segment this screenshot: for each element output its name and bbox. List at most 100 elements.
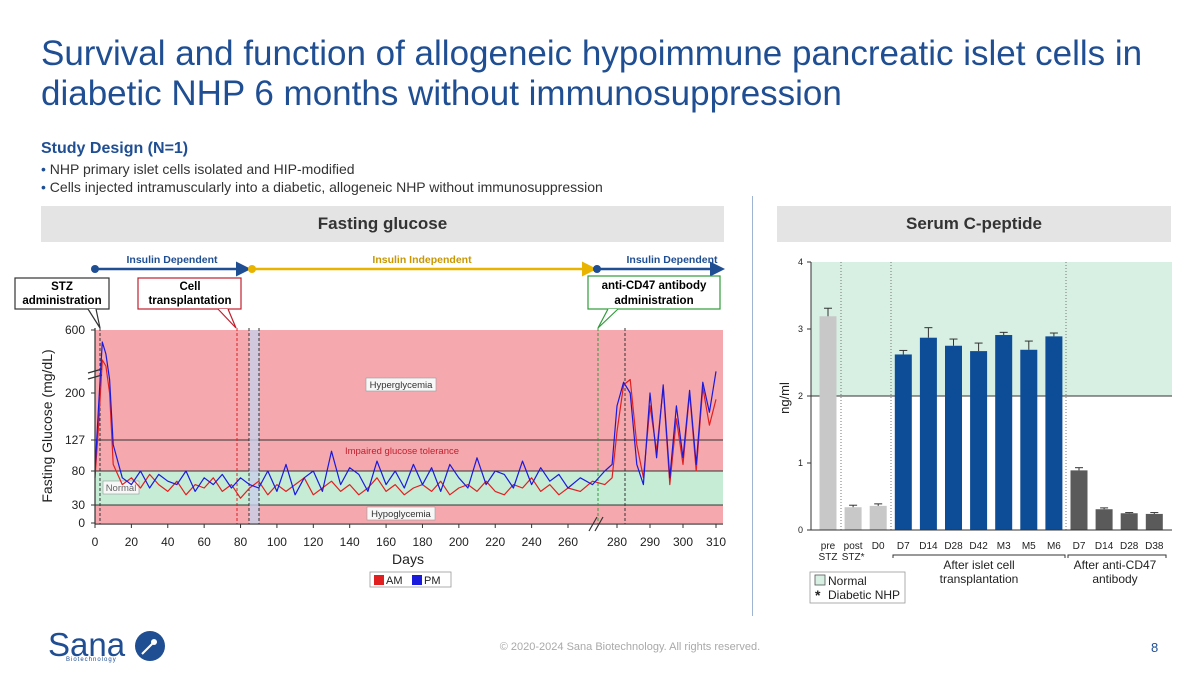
phase-start-dot [248, 265, 256, 273]
normal-range-band [811, 262, 1172, 396]
x-tick-label: 300 [673, 535, 693, 549]
x-tick-label: 260 [558, 535, 578, 549]
cell-callout-pointer [217, 308, 237, 329]
study-design-bullet: NHP primary islet cells isolated and HIP… [41, 160, 603, 178]
c-y-tick-label: 1 [798, 458, 803, 468]
c-peptide-x-label: D14 [1095, 541, 1114, 552]
c-y-tick-label: 4 [798, 257, 803, 267]
c-y-tick-label: 2 [798, 391, 803, 401]
glucose-series-line-am [94, 359, 717, 499]
c-peptide-ticks: 0 1 2 3 4 [798, 257, 811, 535]
glucose-ticks: 0 20 40 60 80 100 120 140 160 180 200 220 240 260 280 2… [65, 323, 726, 549]
c-peptide-x-label: STZ [819, 552, 838, 563]
sana-logo-subtext: Biotechnology [66, 657, 117, 663]
cd47-callout: anti-CD47 antibody administration [587, 275, 721, 329]
x-tick-label: 0 [92, 535, 99, 549]
cd47-group-label-2: antibody [1092, 572, 1137, 586]
fasting-glucose-heading: Fasting glucose [41, 206, 724, 242]
c-y-tick-label: 3 [798, 324, 803, 334]
y-tick-label: 127 [65, 433, 85, 447]
c-peptide-x-label: post [844, 541, 863, 552]
c-peptide-x-label: D38 [1145, 541, 1164, 552]
study-design-bullet: Cells injected intramuscularly into a di… [41, 178, 603, 196]
c-legend-box [809, 571, 906, 604]
study-design-heading: Study Design (N=1) [41, 140, 189, 157]
glucose-x-label: Days [392, 551, 424, 567]
impaired-zone [95, 440, 723, 471]
glycemia-zones: Hyperglycemia Impaired glucose tolerance… [95, 330, 723, 523]
c-peptide-bar [1145, 513, 1163, 530]
c-y-tick-label: 0 [798, 525, 803, 535]
x-axis-break [588, 516, 604, 532]
x-tick-label: 60 [197, 535, 211, 549]
sana-logo-text: Sana [48, 626, 126, 663]
c-peptide-bar [869, 505, 887, 530]
islet-group-label-1: After islet cell [943, 558, 1014, 572]
c-peptide-x-label: M3 [997, 541, 1011, 552]
c-peptide-x-label: D14 [919, 541, 938, 552]
c-peptide-x-label: D0 [872, 541, 885, 552]
x-tick-label: 240 [522, 535, 542, 549]
c-legend-normal-label: Normal [828, 574, 867, 588]
c-peptide-bar [970, 351, 988, 530]
c-peptide-x-label: D28 [944, 541, 963, 552]
stz-callout-box [14, 277, 110, 310]
c-peptide-bar [894, 354, 912, 530]
y-tick-label: 30 [72, 498, 86, 512]
c-peptide-x-label: D7 [897, 541, 910, 552]
cell-callout-box [137, 277, 242, 310]
glucose-legend: AM PM [369, 571, 452, 588]
x-tick-label: 140 [340, 535, 360, 549]
x-tick-label: 40 [161, 535, 175, 549]
legend-am-label: AM [386, 575, 403, 587]
c-peptide-x-label: STZ* [842, 552, 865, 563]
c-peptide-x-label: M6 [1047, 541, 1061, 552]
copyright-footer: © 2020-2024 Sana Biotechnology. All righ… [499, 641, 761, 653]
legend-pm-swatch [412, 575, 422, 585]
c-peptide-bar [995, 335, 1013, 530]
c-peptide-bar [919, 337, 937, 530]
c-legend-diabetic-label: Diabetic NHP [828, 588, 900, 602]
x-tick-label: 290 [640, 535, 660, 549]
cd47-callout-pointer [597, 308, 619, 329]
cd47-callout-box [587, 275, 721, 310]
event-markers [99, 328, 626, 524]
phase-start-dot [593, 265, 601, 273]
c-peptide-x-label: D28 [1120, 541, 1139, 552]
x-tick-label: 160 [376, 535, 396, 549]
c-peptide-x-label: D7 [1073, 541, 1086, 552]
y-tick-label: 0 [78, 516, 85, 530]
hypoglycemia-label: Hypoglycemia [371, 509, 431, 520]
cd47-callout-line2: administration [614, 295, 693, 307]
c-peptide-bar [1070, 470, 1088, 530]
glucose-y-label: Fasting Glucose (mg/dL) [39, 349, 55, 502]
phase-timeline: Insulin Dependent Insulin Independent In… [91, 254, 725, 277]
phase-label-insulin-dependent: Insulin Dependent [126, 254, 218, 266]
y-axis-break [87, 368, 103, 380]
y-tick-label: 600 [65, 323, 85, 337]
c-peptide-bar [1095, 509, 1113, 530]
islet-group-bracket [892, 554, 1066, 558]
page-title: Survival and function of allogeneic hypo… [41, 34, 1143, 113]
x-tick-label: 180 [412, 535, 432, 549]
cd47-group-label-1: After anti-CD47 [1074, 558, 1157, 572]
glucose-axes [87, 328, 723, 532]
c-peptide-x-label: D42 [969, 541, 988, 552]
phase-label-insulin-dependent-2: Insulin Dependent [626, 254, 718, 266]
stz-callout-pointer [87, 308, 101, 329]
c-peptide-bar [1020, 349, 1038, 530]
cd47-group-bracket [1067, 554, 1167, 558]
c-peptide-bar [1045, 336, 1063, 530]
cell-callout-line1: Cell [179, 281, 200, 293]
stz-callout-line2: administration [22, 295, 101, 307]
c-peptide-bar [819, 316, 837, 530]
c-peptide-bar [1120, 513, 1138, 530]
stz-callout: STZ administration [14, 277, 110, 329]
x-tick-label: 100 [267, 535, 287, 549]
c-peptide-bar [945, 345, 962, 530]
y-tick-label: 200 [65, 386, 85, 400]
glucose-series-line-pm [94, 341, 717, 496]
c-peptide-x-label: pre [821, 541, 836, 552]
stz-callout-line1: STZ [51, 281, 73, 293]
